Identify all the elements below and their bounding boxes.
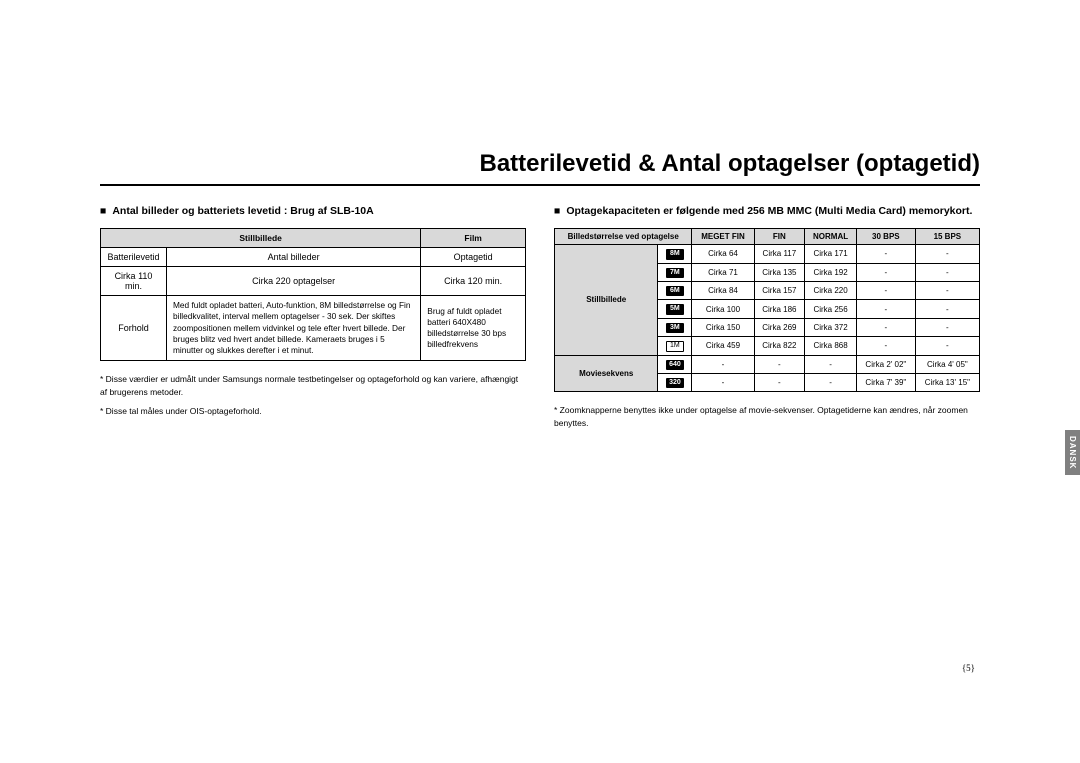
capacity-cell: Cirka 135 [754, 263, 805, 281]
left-column: ■ Antal billeder og batteriets levetid :… [100, 204, 526, 436]
right-heading: ■ Optagekapaciteten er følgende med 256 … [554, 204, 980, 218]
capacity-cell: - [856, 281, 915, 299]
capacity-cell: Cirka 2' 02" [856, 355, 915, 373]
capacity-cell: Cirka 186 [754, 300, 805, 318]
capacity-cell: Cirka 64 [692, 245, 754, 263]
size-badge-cell: 3M [658, 318, 692, 336]
th-normal: NORMAL [805, 229, 857, 245]
capacity-cell: Cirka 269 [754, 318, 805, 336]
capacity-cell: Cirka 7' 39" [856, 373, 915, 391]
size-badge-cell: 1M [658, 337, 692, 355]
cell-forhold-film: Brug af fuldt opladet batteri 640X480 bi… [421, 296, 526, 361]
capacity-cell: Cirka 220 [805, 281, 857, 299]
size-badge-cell: 8M [658, 245, 692, 263]
left-heading: ■ Antal billeder og batteriets levetid :… [100, 204, 526, 218]
size-badge-icon: 640 [666, 360, 684, 370]
size-badge-cell: 640 [658, 355, 692, 373]
capacity-cell: Cirka 84 [692, 281, 754, 299]
capacity-cell: - [754, 373, 805, 391]
cell: Cirka 220 optagelser [167, 267, 421, 296]
capacity-cell: - [915, 318, 979, 336]
capacity-cell: Cirka 71 [692, 263, 754, 281]
size-badge-icon: 5M [666, 304, 684, 314]
right-heading-text: Optagekapaciteten er følgende med 256 MB… [566, 204, 972, 218]
capacity-cell: Cirka 459 [692, 337, 754, 355]
size-badge-cell: 5M [658, 300, 692, 318]
th-size: Billedstørrelse ved optagelse [555, 229, 692, 245]
capacity-cell: - [915, 263, 979, 281]
capacity-cell: - [856, 300, 915, 318]
capacity-cell: - [805, 373, 857, 391]
capacity-cell: Cirka 117 [754, 245, 805, 263]
cell: Cirka 120 min. [421, 267, 526, 296]
cell: Antal billeder [167, 248, 421, 267]
size-badge-icon: 3M [666, 323, 684, 333]
capacity-cell: Cirka 822 [754, 337, 805, 355]
th-fin: FIN [754, 229, 805, 245]
size-badge-cell: 320 [658, 373, 692, 391]
size-badge-cell: 6M [658, 281, 692, 299]
content-columns: ■ Antal billeder og batteriets levetid :… [100, 204, 980, 436]
capacity-cell: - [856, 245, 915, 263]
left-notes: * Disse værdier er udmålt under Samsungs… [100, 373, 526, 417]
size-badge-icon: 8M [666, 249, 684, 259]
size-badge-icon: 1M [666, 341, 684, 351]
capacity-cell: Cirka 4' 05" [915, 355, 979, 373]
size-badge-icon: 6M [666, 286, 684, 296]
capacity-cell: - [692, 373, 754, 391]
square-bullet-icon: ■ [100, 204, 106, 218]
cell: Batterilevetid [101, 248, 167, 267]
capacity-cell: - [856, 337, 915, 355]
manual-page: Batterilevetid & Antal optagelser (optag… [100, 150, 980, 670]
capacity-table: Billedstørrelse ved optagelse MEGET FIN … [554, 228, 980, 392]
battery-table: Stillbillede Film Batterilevetid Antal b… [100, 228, 526, 361]
right-notes: * Zoomknapperne benyttes ikke under opta… [554, 404, 980, 430]
group-moviesekvens: Moviesekvens [555, 355, 658, 392]
th-30bps: 30 BPS [856, 229, 915, 245]
capacity-cell: Cirka 372 [805, 318, 857, 336]
note: * Zoomknapperne benyttes ikke under opta… [554, 404, 980, 430]
group-stillbillede: Stillbillede [555, 245, 658, 355]
capacity-cell: Cirka 100 [692, 300, 754, 318]
capacity-cell: Cirka 171 [805, 245, 857, 263]
capacity-cell: Cirka 192 [805, 263, 857, 281]
capacity-cell: - [915, 281, 979, 299]
capacity-cell: - [915, 245, 979, 263]
capacity-cell: Cirka 157 [754, 281, 805, 299]
square-bullet-icon: ■ [554, 204, 560, 218]
th-stillbillede: Stillbillede [101, 229, 421, 248]
size-badge-icon: 7M [666, 268, 684, 278]
size-badge-icon: 320 [666, 378, 684, 388]
cell: Cirka 110 min. [101, 267, 167, 296]
capacity-cell: Cirka 868 [805, 337, 857, 355]
page-title: Batterilevetid & Antal optagelser (optag… [100, 150, 980, 186]
capacity-cell: - [754, 355, 805, 373]
capacity-cell: - [915, 300, 979, 318]
cell: Forhold [101, 296, 167, 361]
left-heading-text: Antal billeder og batteriets levetid : B… [112, 204, 373, 218]
cell: Optagetid [421, 248, 526, 267]
right-column: ■ Optagekapaciteten er følgende med 256 … [554, 204, 980, 436]
note: * Disse tal måles under OIS-optageforhol… [100, 405, 526, 418]
capacity-cell: - [856, 263, 915, 281]
th-megetfin: MEGET FIN [692, 229, 754, 245]
capacity-cell: Cirka 256 [805, 300, 857, 318]
note: * Disse værdier er udmålt under Samsungs… [100, 373, 526, 399]
th-15bps: 15 BPS [915, 229, 979, 245]
th-film: Film [421, 229, 526, 248]
page-number: {5} [962, 663, 975, 673]
capacity-cell: Cirka 13' 15" [915, 373, 979, 391]
capacity-cell: - [805, 355, 857, 373]
cell-forhold-still: Med fuldt opladet batteri, Auto-funktion… [167, 296, 421, 361]
capacity-cell: - [915, 337, 979, 355]
capacity-cell: - [692, 355, 754, 373]
capacity-cell: - [856, 318, 915, 336]
language-tab: DANSK [1065, 430, 1080, 475]
size-badge-cell: 7M [658, 263, 692, 281]
capacity-cell: Cirka 150 [692, 318, 754, 336]
